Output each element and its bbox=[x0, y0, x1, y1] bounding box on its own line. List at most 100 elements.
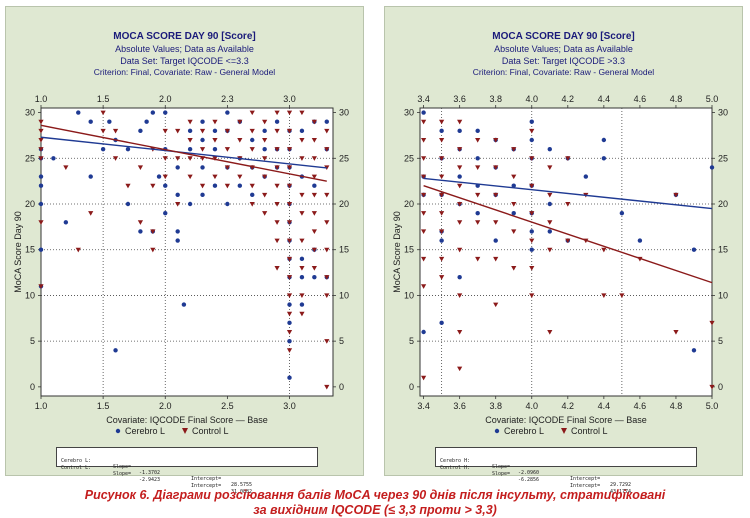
y-tick-label-right: 0 bbox=[718, 382, 723, 392]
caption-line-1: Рисунок 6. Діаграми розсіювання балів Mo… bbox=[84, 488, 666, 502]
x-axis-label: Covariate: IQCODE Final Score — Base bbox=[485, 415, 647, 425]
x-tick-label: 4.4 bbox=[598, 401, 611, 411]
data-point-control bbox=[457, 147, 463, 152]
data-point-cerebro bbox=[475, 210, 480, 216]
legend-marker-cerebro bbox=[115, 428, 121, 434]
stats-slope-label: Slope= bbox=[492, 464, 511, 470]
figure-caption: Рисунок 6. Діаграми розсіювання балів Mo… bbox=[0, 488, 750, 518]
x-tick-label: 4.6 bbox=[634, 401, 647, 411]
data-point-control bbox=[237, 138, 243, 143]
data-point-control bbox=[493, 220, 499, 225]
data-point-cerebro bbox=[212, 128, 218, 134]
x-tick-label-top: 3.4 bbox=[417, 94, 430, 104]
data-point-cerebro bbox=[125, 146, 131, 152]
data-point-control bbox=[493, 138, 499, 143]
data-point-control bbox=[421, 256, 427, 262]
data-point-control bbox=[286, 202, 293, 207]
data-point-control bbox=[547, 247, 553, 253]
y-tick-label-right: 20 bbox=[339, 199, 349, 209]
data-point-control bbox=[439, 211, 445, 216]
data-point-control bbox=[125, 183, 131, 189]
data-point-control bbox=[421, 211, 427, 216]
data-point-control bbox=[199, 183, 206, 189]
data-point-control bbox=[324, 384, 330, 390]
y-axis-label: MoCA Score Day 90 bbox=[13, 211, 23, 293]
data-point-control bbox=[299, 110, 305, 116]
data-point-cerebro bbox=[200, 137, 205, 143]
data-point-control bbox=[457, 165, 463, 171]
data-point-cerebro bbox=[421, 110, 426, 115]
data-point-control bbox=[38, 220, 44, 225]
data-point-control bbox=[286, 147, 293, 152]
data-point-control bbox=[38, 156, 44, 161]
data-point-control bbox=[709, 320, 715, 326]
data-point-control bbox=[262, 119, 268, 125]
stats-slope-label: Slope= bbox=[113, 464, 132, 470]
stats-slope: -1.3702 bbox=[139, 470, 161, 476]
data-point-control bbox=[421, 119, 427, 125]
data-point-control bbox=[311, 211, 317, 216]
data-point-cerebro bbox=[225, 201, 230, 207]
data-point-control bbox=[224, 165, 230, 171]
data-point-control bbox=[529, 128, 535, 134]
data-point-control bbox=[187, 138, 193, 143]
data-point-control bbox=[511, 174, 517, 180]
y-tick-label-right: 25 bbox=[718, 153, 728, 163]
data-point-cerebro bbox=[299, 128, 305, 134]
x-tick-label: 5.0 bbox=[706, 401, 719, 411]
data-point-control bbox=[75, 247, 81, 253]
left-stats-box: Cerebro L: Slope= -1.3702 Intercept= 28.… bbox=[56, 447, 318, 495]
data-point-control bbox=[547, 220, 553, 225]
fit-line bbox=[423, 185, 713, 284]
right-chart-criterion: Criterion: Final, Covariate: Raw - Gener… bbox=[472, 67, 655, 77]
right-chart-panel: MOCA SCORE DAY 90 [Score] Absolute Value… bbox=[384, 6, 743, 495]
data-point-cerebro bbox=[262, 146, 267, 152]
data-point-control bbox=[274, 202, 280, 207]
data-point-control bbox=[565, 202, 571, 207]
y-tick-label: 20 bbox=[404, 199, 414, 209]
data-point-cerebro bbox=[156, 174, 162, 179]
data-point-control bbox=[38, 284, 44, 289]
data-point-cerebro bbox=[212, 146, 218, 152]
data-point-control bbox=[299, 238, 305, 244]
data-point-cerebro bbox=[38, 183, 44, 188]
data-point-cerebro bbox=[51, 156, 56, 161]
data-point-control bbox=[137, 165, 144, 171]
data-point-cerebro bbox=[187, 146, 193, 152]
data-point-control bbox=[286, 293, 293, 299]
data-point-cerebro bbox=[601, 137, 607, 143]
data-point-cerebro bbox=[163, 110, 168, 115]
data-point-control bbox=[311, 247, 317, 253]
data-point-control bbox=[311, 266, 317, 271]
right-chart-dataset: Data Set: Target IQCODE >3.3 bbox=[501, 56, 626, 66]
data-point-control bbox=[324, 293, 330, 299]
right-chart-title: MOCA SCORE DAY 90 [Score] bbox=[492, 31, 635, 42]
y-tick-label: 25 bbox=[25, 153, 35, 163]
legend-marker-cerebro bbox=[494, 428, 500, 434]
data-point-control bbox=[299, 266, 305, 271]
data-point-control bbox=[187, 174, 193, 180]
data-point-control bbox=[187, 119, 193, 125]
data-point-control bbox=[421, 156, 427, 161]
data-point-cerebro bbox=[175, 165, 180, 170]
data-point-control bbox=[162, 174, 168, 180]
data-point-cerebro bbox=[88, 174, 93, 179]
data-point-control bbox=[199, 147, 206, 152]
data-point-control bbox=[187, 156, 193, 161]
y-tick-label-right: 5 bbox=[339, 336, 344, 346]
x-tick-label-top: 1.0 bbox=[35, 94, 48, 104]
x-tick-label-top: 4.8 bbox=[670, 94, 683, 104]
data-point-control bbox=[439, 229, 445, 235]
data-point-cerebro bbox=[421, 329, 426, 335]
data-point-control bbox=[529, 266, 535, 271]
y-tick-label-right: 20 bbox=[718, 199, 728, 209]
data-point-control bbox=[511, 147, 517, 152]
data-point-control bbox=[421, 138, 427, 143]
left-chart-criterion: Criterion: Final, Covariate: Raw - Gener… bbox=[93, 67, 276, 77]
data-point-cerebro bbox=[175, 229, 180, 234]
y-tick-label: 20 bbox=[25, 199, 35, 209]
data-point-cerebro bbox=[529, 119, 534, 124]
data-point-control bbox=[112, 156, 119, 161]
data-point-control bbox=[421, 174, 427, 180]
